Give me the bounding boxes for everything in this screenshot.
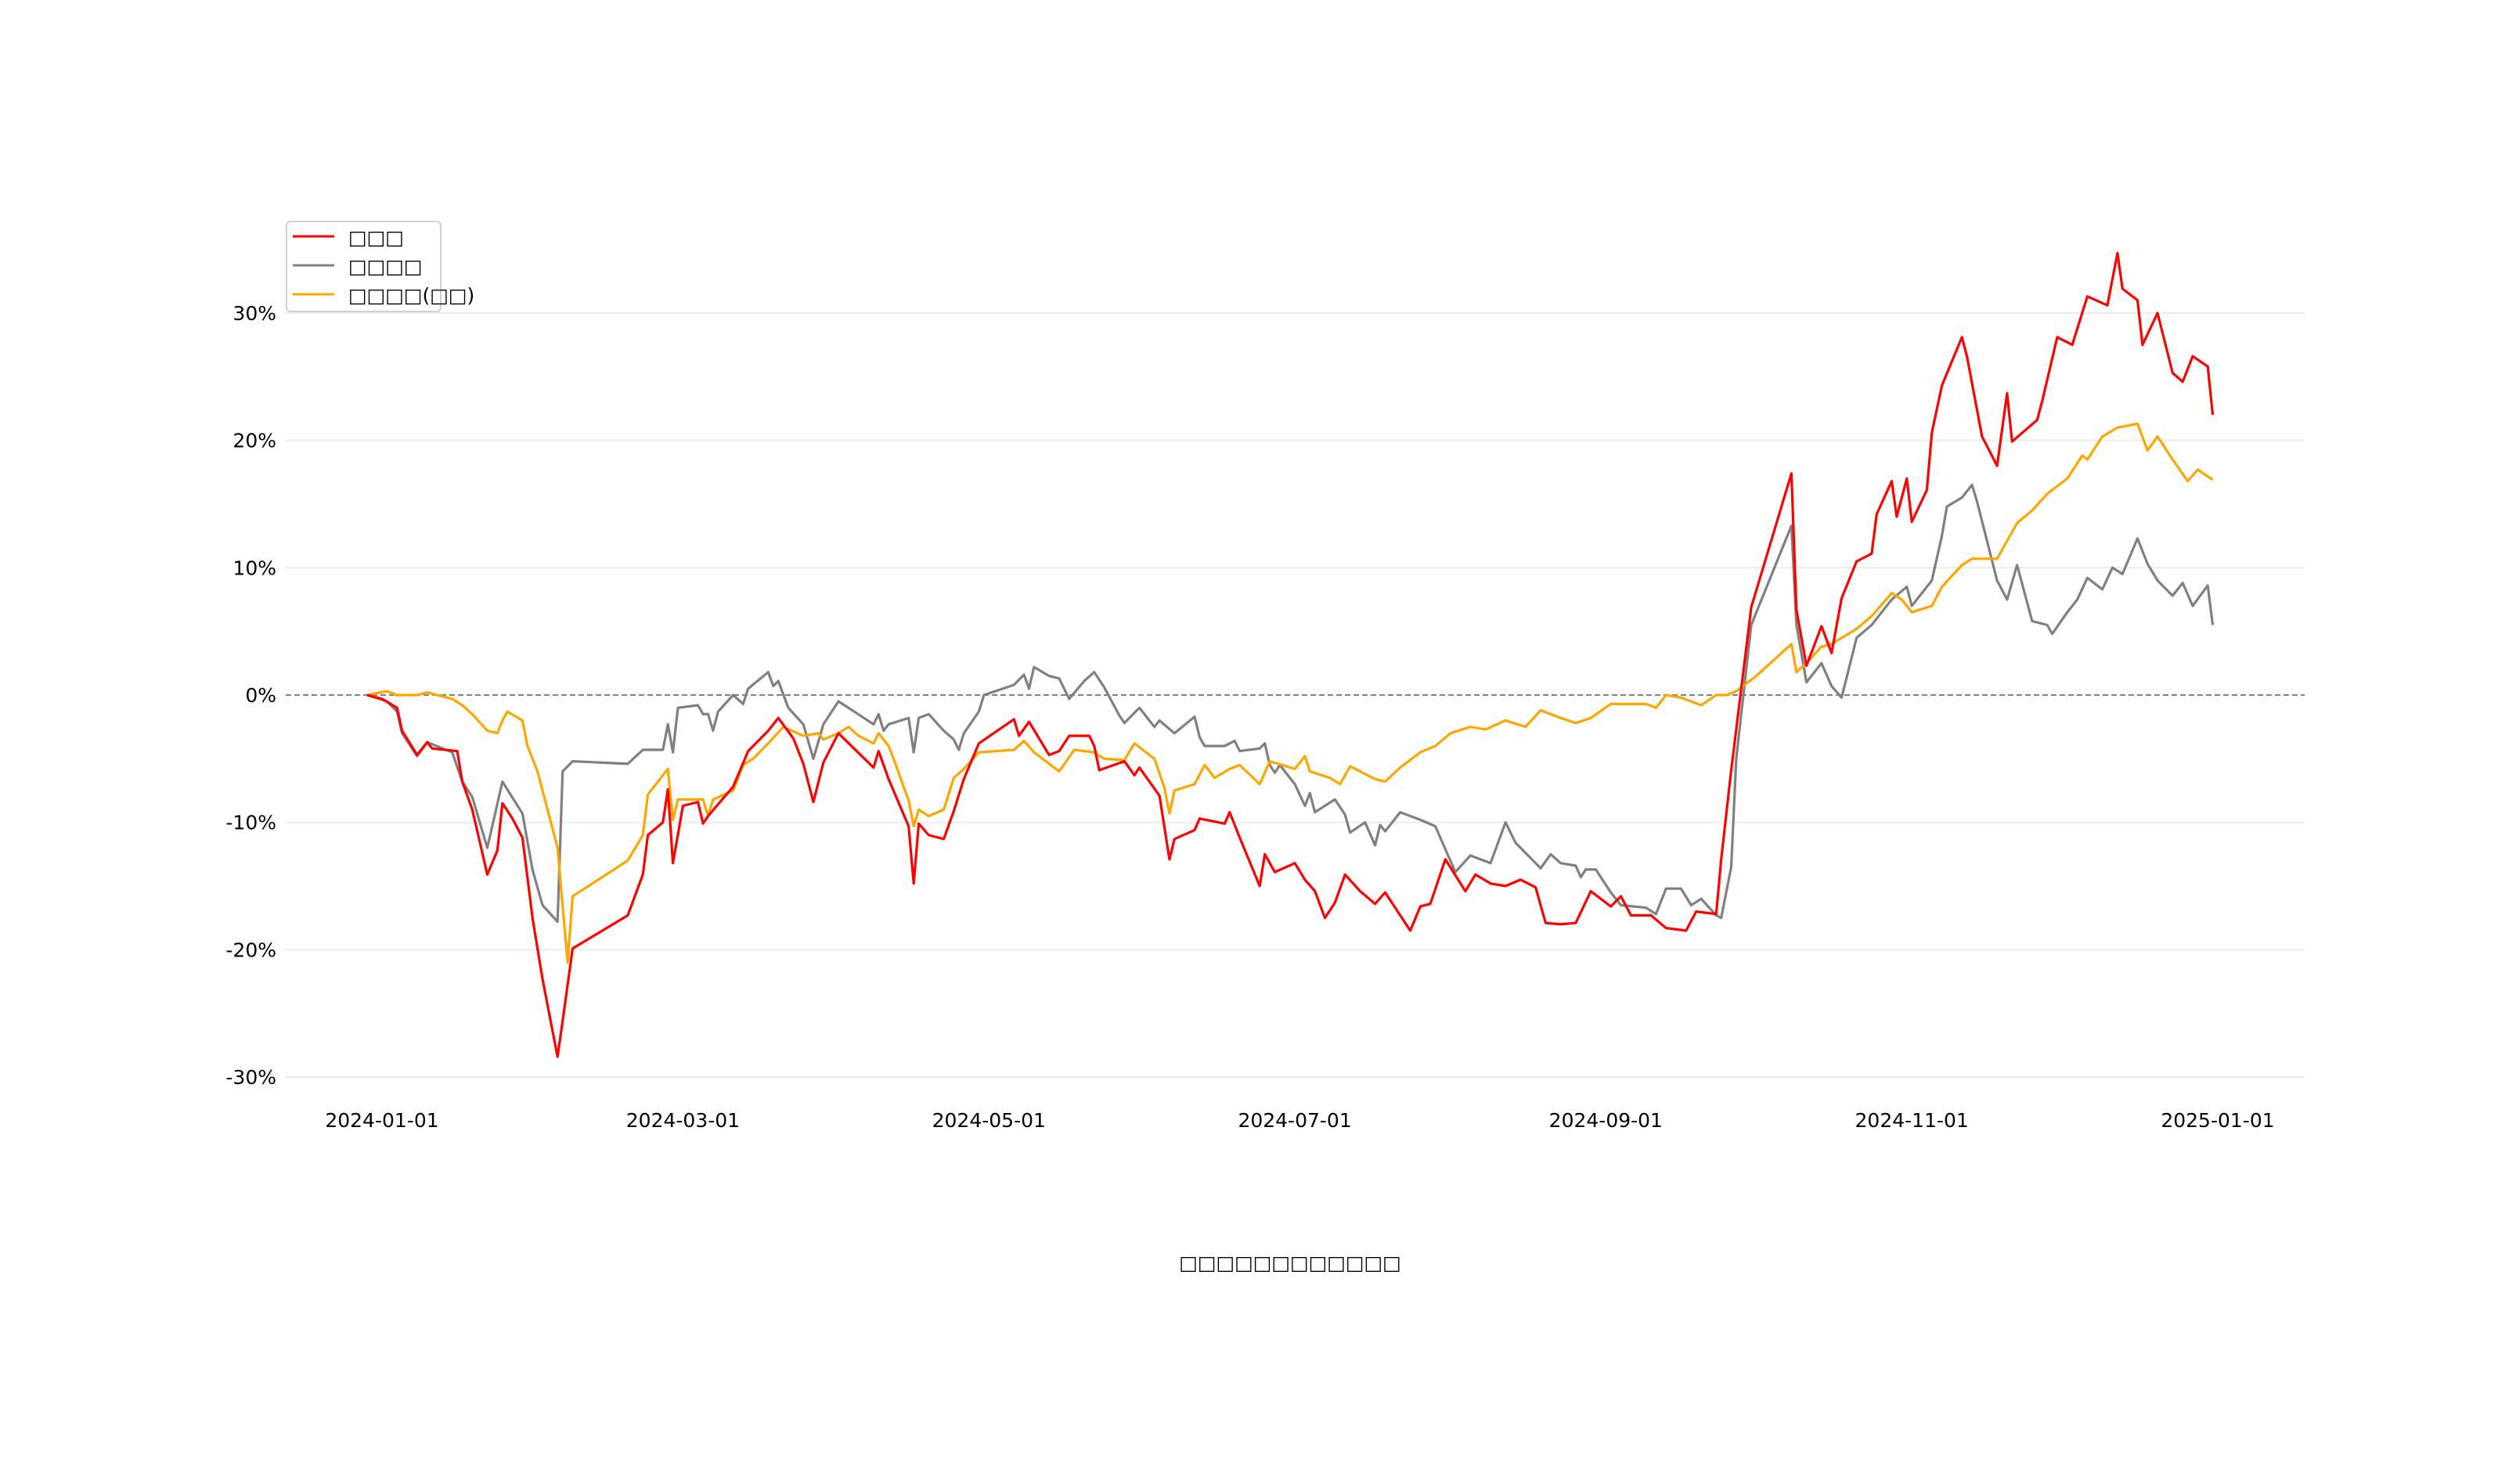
y-axis-ticks: 30% 20% 10% 0% -10% -20% -30%	[225, 302, 276, 1089]
x-tick-label: 2024-09-01	[1549, 1109, 1663, 1132]
y-tick-label: 30%	[232, 302, 276, 325]
x-tick-label: 2024-03-01	[626, 1109, 740, 1132]
legend-frame	[286, 221, 442, 312]
y-tick-label: 10%	[232, 556, 276, 579]
x-tick-label: 2025-01-01	[2161, 1109, 2274, 1132]
y-tick-label: 20%	[232, 430, 276, 452]
y-tick-label: -20%	[225, 938, 276, 961]
series-line-strategy	[366, 251, 2215, 1058]
legend: □□□ □□□□ □□□□(□□)	[286, 221, 474, 312]
x-tick-label: 2024-05-01	[932, 1109, 1046, 1132]
legend-label-strategy: □□□	[348, 226, 404, 249]
chart-title: □□□□□□□□□□□□	[1179, 1252, 1400, 1274]
series-lines	[366, 251, 2215, 1058]
y-tick-label: -10%	[225, 812, 276, 834]
y-tick-label: -30%	[225, 1066, 276, 1089]
series-line-hedged	[366, 422, 2214, 964]
y-tick-label: 0%	[245, 684, 276, 707]
series-line-benchmark	[366, 483, 2215, 924]
x-tick-label: 2024-11-01	[1855, 1109, 1969, 1132]
legend-label-benchmark: □□□□	[348, 255, 422, 278]
grid-lines	[286, 312, 2305, 1079]
x-tick-label: 2024-01-01	[325, 1109, 438, 1132]
x-tick-label: 2024-07-01	[1238, 1109, 1351, 1132]
x-axis-ticks: 2024-01-01 2024-03-01 2024-05-01 2024-07-01…	[325, 1109, 2274, 1132]
legend-label-hedged: □□□□(□□)	[348, 284, 474, 307]
